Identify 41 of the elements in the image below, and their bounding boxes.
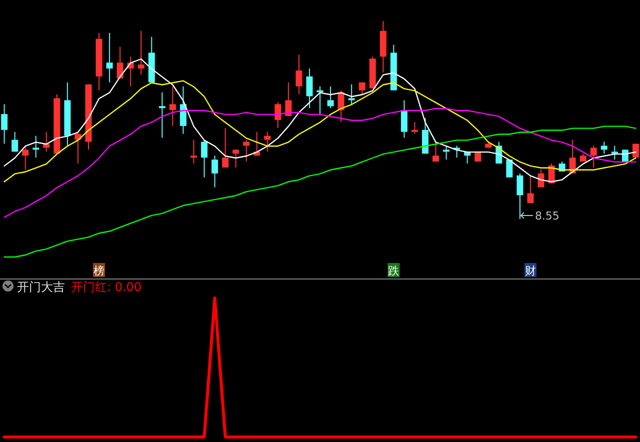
- candlestick: [516, 172, 524, 220]
- candlestick: [274, 102, 282, 128]
- candlestick: [306, 68, 313, 109]
- candlestick: [611, 145, 618, 160]
- candlestick: [32, 135, 40, 158]
- candlestick: [116, 46, 124, 79]
- candlestick: [138, 30, 144, 75]
- candlestick: [12, 131, 18, 152]
- candlestick: [180, 86, 186, 134]
- text: 财: [524, 264, 536, 278]
- candlestick: [432, 141, 440, 162]
- candlestick: [285, 82, 292, 117]
- chart-title: 开门大吉: [17, 280, 65, 294]
- candlestick: [106, 32, 113, 83]
- candlestick: [264, 131, 271, 152]
- candlestick: [200, 139, 208, 178]
- annotation: 8.55: [534, 210, 560, 222]
- candlestick: [222, 127, 229, 168]
- candlestick: [443, 145, 450, 160]
- candlestick: [600, 141, 608, 154]
- candlestick: [422, 118, 428, 154]
- candlestick: [590, 145, 597, 168]
- candlestick: [506, 159, 513, 178]
- candlestick: [538, 169, 544, 188]
- text: 跌: [388, 264, 400, 278]
- text: 开门红: 0.00: [71, 280, 142, 294]
- candlestick: [158, 92, 166, 138]
- text: 榜: [94, 264, 105, 278]
- candlestick: [316, 86, 324, 115]
- candlestick: [527, 174, 534, 204]
- candlestick: [190, 139, 197, 164]
- candlestick: [232, 149, 240, 168]
- candlestick: [22, 145, 29, 170]
- candlestick: [212, 155, 218, 188]
- candlestick: [400, 100, 408, 138]
- candlestick: [327, 86, 334, 109]
- candlestick: [169, 86, 176, 126]
- candlestick: [1, 104, 8, 144]
- candlestick: [348, 84, 355, 105]
- candlestick: [296, 54, 302, 95]
- candlestick: [411, 121, 418, 134]
